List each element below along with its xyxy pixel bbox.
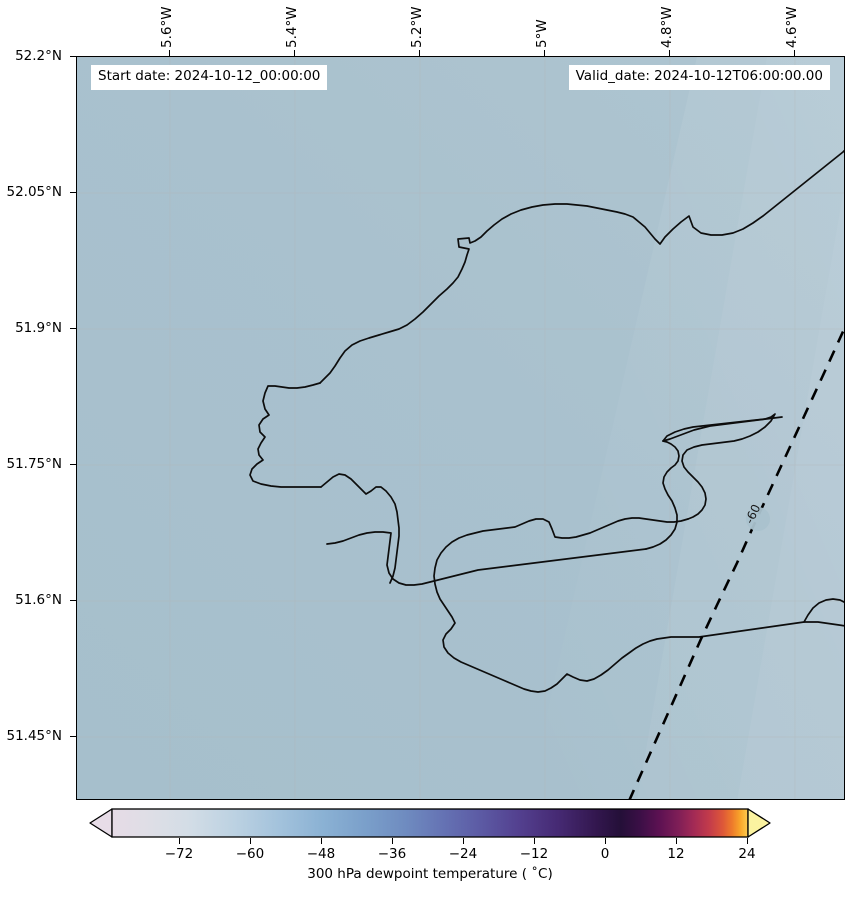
colorbar-tick-label: −48 [306,846,336,862]
xtick-label: 4.6°W [784,6,800,48]
colorbar-extend-right [747,808,771,838]
ytick-label: 52.2°N [15,48,62,64]
map-axes[interactable]: -60 Start date: 2024-10-12_00:00:00 Vali… [76,56,845,800]
colorbar-tick-label: −72 [164,846,194,862]
y-axis-labels: 52.2°N 52.05°N 51.9°N 51.75°N 51.6°N 51.… [0,0,70,907]
colorbar-tick-label: 24 [738,846,756,862]
colorbar-tick-label: −24 [448,846,478,862]
xtick-label: 5°W [534,19,550,48]
colorbar-tick-label: 0 [600,846,610,862]
xtick-label: 5.2°W [409,6,425,48]
contour-line-minus60 [628,326,844,799]
graticule [77,57,844,799]
ytick-label: 52.05°N [6,184,63,200]
map-field [77,57,844,799]
colorbar[interactable]: −72 −60 −48 −36 −24 −12 0 12 24 300 hPa … [89,808,771,882]
colorbar-tick-label: −36 [377,846,407,862]
ytick-label: 51.45°N [6,728,63,744]
ytick-label: 51.9°N [15,320,62,336]
valid-date-stamp: Valid_date: 2024-10-12T06:00:00.00 [568,65,830,90]
start-date-stamp: Start date: 2024-10-12_00:00:00 [91,65,328,90]
ytick-label: 51.75°N [6,456,63,472]
xtick-label: 4.8°W [659,6,675,48]
ytick-label: 51.6°N [15,592,62,608]
colorbar-tick-label: −12 [519,846,549,862]
colorbar-tick-label: 12 [667,846,685,862]
coastline [249,149,844,693]
xtick-label: 5.6°W [159,6,175,48]
colorbar-title: 300 hPa dewpoint temperature ( ˚C) [307,866,553,882]
colorbar-gradient [89,808,771,838]
xtick-label: 5.4°W [284,6,300,48]
colorbar-tick-label: −60 [235,846,265,862]
x-axis-labels: 5.6°W 5.4°W 5.2°W 5°W 4.8°W 4.6°W [0,0,859,52]
colorbar-extend-left [89,808,113,838]
